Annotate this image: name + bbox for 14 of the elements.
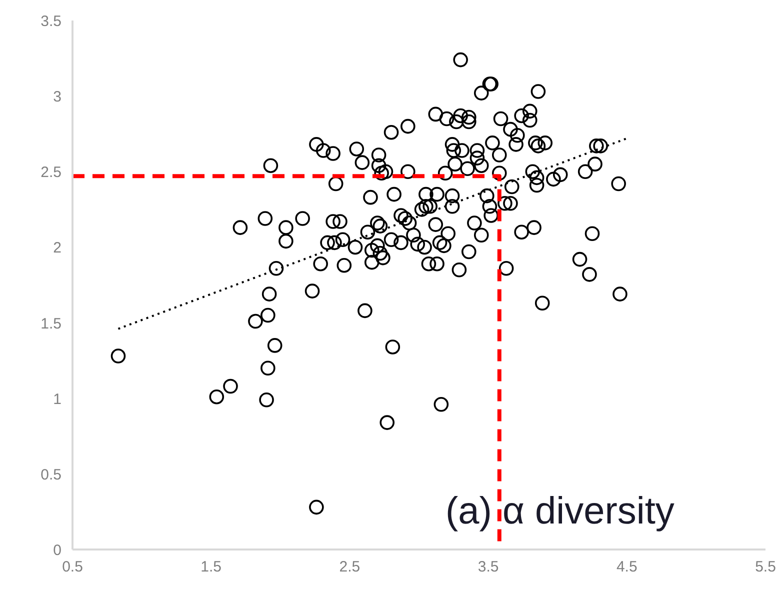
y-tick-label: 3 bbox=[53, 88, 62, 106]
y-tick-label: 1 bbox=[53, 390, 62, 408]
x-tick-label: 4.5 bbox=[616, 558, 638, 576]
x-tick-label: 2.5 bbox=[339, 558, 360, 576]
y-tick-label: 3.5 bbox=[40, 13, 62, 30]
y-tick-label: 1.5 bbox=[40, 315, 62, 332]
x-tick-label: 5.5 bbox=[755, 558, 776, 576]
y-tick-label: 0.5 bbox=[40, 466, 62, 484]
x-tick-label: 3.5 bbox=[478, 558, 499, 576]
x-tick-label: 1.5 bbox=[200, 558, 222, 576]
y-tick-label: 2 bbox=[53, 240, 62, 257]
y-tick-label: 0 bbox=[53, 542, 62, 559]
annotation: (a) α diversity bbox=[446, 490, 674, 532]
y-tick-label: 2.5 bbox=[40, 164, 62, 182]
